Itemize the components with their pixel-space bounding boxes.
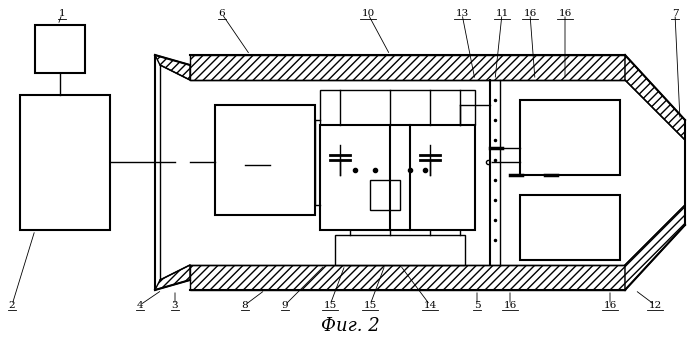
Text: 16: 16 (559, 9, 572, 18)
Text: 15: 15 (363, 300, 377, 310)
Bar (320, 125, 475, 230)
Polygon shape (155, 265, 190, 290)
Bar (20, 95, 110, 230)
Text: 8: 8 (242, 300, 248, 310)
Text: 11: 11 (496, 9, 509, 18)
Text: 6: 6 (219, 9, 225, 18)
Text: 10: 10 (361, 9, 375, 18)
Bar (320, 90, 475, 125)
Polygon shape (190, 265, 625, 290)
Text: 1: 1 (59, 9, 65, 18)
Text: 7: 7 (672, 9, 678, 18)
Text: 3: 3 (172, 300, 178, 310)
Text: 14: 14 (424, 300, 437, 310)
Text: 12: 12 (649, 300, 662, 310)
Text: 5: 5 (474, 300, 480, 310)
Bar (35, 25, 85, 73)
Polygon shape (190, 55, 625, 80)
Text: 9: 9 (282, 300, 288, 310)
Text: 15: 15 (324, 300, 337, 310)
Text: 2: 2 (8, 300, 15, 310)
Bar (215, 105, 315, 215)
Bar (520, 195, 620, 260)
Text: 4: 4 (137, 300, 143, 310)
Text: Фиг. 2: Фиг. 2 (321, 317, 380, 335)
Text: 16: 16 (603, 300, 617, 310)
Bar (335, 235, 465, 265)
Bar (370, 180, 400, 210)
Bar (520, 100, 620, 175)
Polygon shape (155, 55, 190, 80)
Text: 13: 13 (455, 9, 468, 18)
Polygon shape (625, 55, 685, 140)
Text: 16: 16 (503, 300, 517, 310)
Polygon shape (625, 205, 685, 290)
Text: 16: 16 (524, 9, 537, 18)
